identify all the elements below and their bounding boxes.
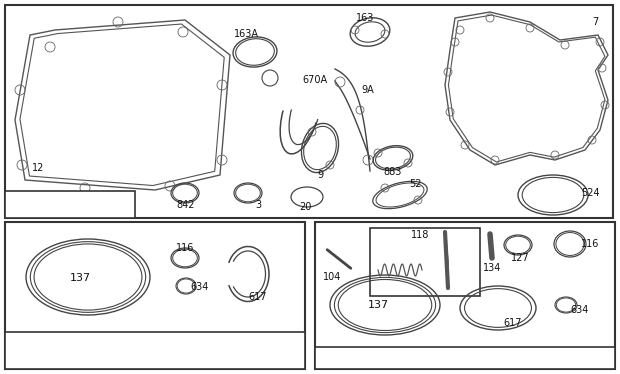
Text: 121 CARBURETOR KIT: 121 CARBURETOR KIT <box>397 353 533 363</box>
Text: 617: 617 <box>503 318 522 328</box>
Text: 9: 9 <box>317 170 323 180</box>
Bar <box>315 347 615 369</box>
Text: 137: 137 <box>69 273 91 283</box>
Text: 7: 7 <box>592 17 598 27</box>
Bar <box>5 222 305 369</box>
Text: 104: 104 <box>323 272 341 282</box>
Text: 842: 842 <box>177 200 195 210</box>
Text: 12: 12 <box>32 163 44 173</box>
Text: 9A: 9A <box>361 85 374 95</box>
Bar <box>370 228 480 296</box>
Text: 163A: 163A <box>234 29 259 39</box>
Text: 137: 137 <box>368 300 389 310</box>
Text: 118: 118 <box>411 230 429 240</box>
Text: 634: 634 <box>191 282 209 292</box>
Text: 127: 127 <box>511 253 529 263</box>
Text: 20: 20 <box>299 202 311 212</box>
Text: 116: 116 <box>581 239 599 249</box>
Text: 163: 163 <box>356 13 374 23</box>
Text: 52: 52 <box>409 179 421 189</box>
Bar <box>5 332 305 369</box>
Bar <box>5 191 135 218</box>
Text: 634: 634 <box>571 305 589 315</box>
Bar <box>5 5 613 218</box>
Text: 883: 883 <box>384 167 402 177</box>
Text: 358 GASKET SET: 358 GASKET SET <box>18 199 122 209</box>
Text: GASKET SET: GASKET SET <box>117 351 193 361</box>
Text: 134: 134 <box>483 263 501 273</box>
Text: 116: 116 <box>176 243 194 253</box>
Text: 3: 3 <box>255 200 261 210</box>
Text: 670A: 670A <box>303 75 327 85</box>
Bar <box>315 222 615 369</box>
Text: 524: 524 <box>581 188 600 198</box>
Text: 977 CARBURETOR: 977 CARBURETOR <box>99 337 211 347</box>
Text: 617: 617 <box>249 292 267 302</box>
